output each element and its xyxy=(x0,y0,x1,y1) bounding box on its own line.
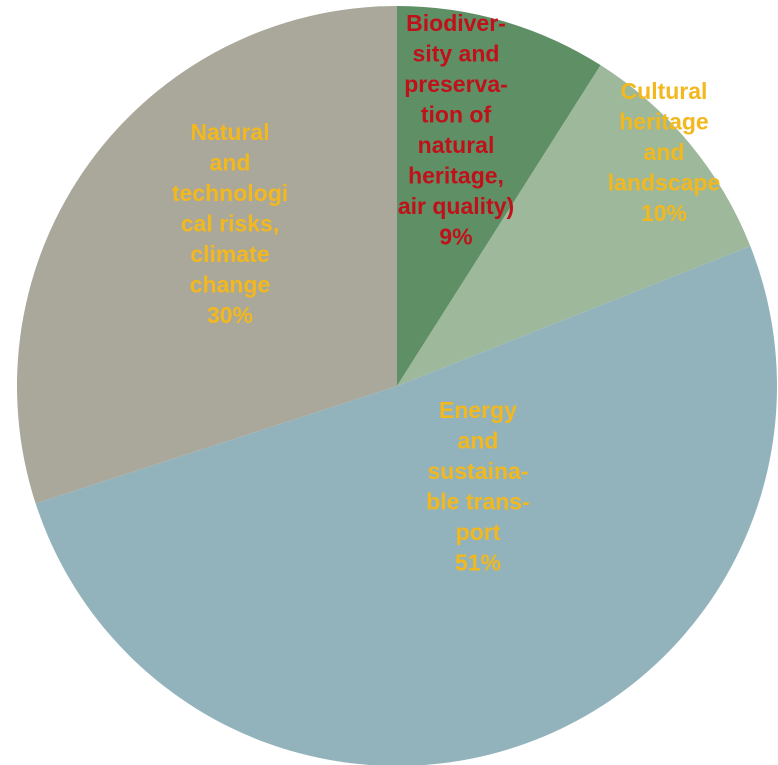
slice-label-line: and xyxy=(210,150,251,176)
slice-label-line: cal risks, xyxy=(181,211,279,237)
pie-slice-energy-and-sustaina-ble-trans-port xyxy=(35,246,777,765)
slice-value-label: 51% xyxy=(455,550,501,576)
slice-label-line: preserva- xyxy=(404,71,508,97)
slice-label-line: sustaina- xyxy=(428,458,529,484)
slice-value-label: 30% xyxy=(207,302,253,328)
slice-label-line: Natural xyxy=(190,119,269,145)
slice-label-line: sity and xyxy=(413,41,500,67)
slice-label-line: port xyxy=(456,519,501,545)
pie-slice-biodiver-sity-and-preserva-tion-of-natural-heritage-air-quality xyxy=(397,6,601,386)
slice-label-natural-and-technologi-cal-risks-climate-change: Natural and technologi cal risks, climate cha… xyxy=(172,119,288,328)
pie-slice-natural-and-technologi-cal-risks-climate-change xyxy=(16,6,398,504)
pie-slices xyxy=(16,6,777,765)
slice-label-line: Cultural xyxy=(621,78,708,104)
slice-label-line: technologi xyxy=(172,180,288,206)
slice-value-label: 10% xyxy=(641,200,687,226)
slice-label-line: air quality) xyxy=(398,193,514,219)
slice-label-line: and xyxy=(644,139,685,165)
slice-label-line: ble trans- xyxy=(426,489,530,515)
slice-label-line: and xyxy=(458,428,499,454)
slice-label-line: Biodiver- xyxy=(406,10,506,36)
slice-label-line: Energy xyxy=(439,397,517,423)
slice-label-line: heritage xyxy=(619,109,708,135)
slice-label-biodiver-sity-and-preserva-tion-of-natural-heritage-air-quality: Biodiver-sity and preserva-tion of natural… xyxy=(398,10,514,250)
pie-slice-cultural-heritage-and-landscape xyxy=(397,65,751,386)
slice-label-line: heritage, xyxy=(408,163,504,189)
slice-label-line: change xyxy=(190,272,271,298)
slice-value-label: 9% xyxy=(439,224,472,250)
slice-label-energy-and-sustaina-ble-trans-port: Energy and sustaina-ble trans-port 51% xyxy=(426,397,530,576)
slice-label-line: landscape xyxy=(608,170,721,196)
slice-label-line: natural xyxy=(418,132,495,158)
slice-label-line: tion of xyxy=(421,102,492,128)
slice-label-line: climate xyxy=(190,241,269,267)
slice-label-cultural-heritage-and-landscape: Cultural heritage and landscape 10% xyxy=(608,78,721,226)
pie-labels: Biodiver-sity and preserva-tion of natural… xyxy=(172,10,720,576)
